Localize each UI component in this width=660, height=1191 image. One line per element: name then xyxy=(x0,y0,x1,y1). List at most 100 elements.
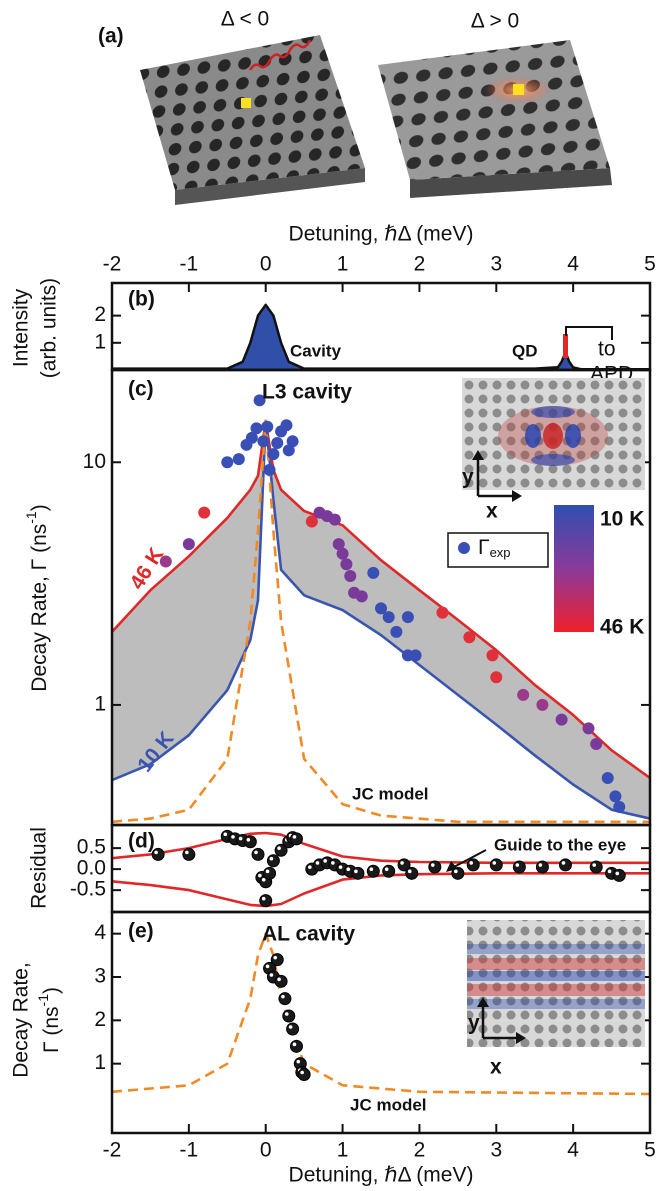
point xyxy=(466,858,480,872)
point-highlight xyxy=(284,1012,289,1016)
inset-axis-label: y xyxy=(468,1012,480,1035)
point-highlight xyxy=(315,861,320,865)
point xyxy=(328,513,341,526)
y-tick-label: 0.0 xyxy=(77,857,106,880)
plot-area xyxy=(112,394,650,824)
point-highlight xyxy=(261,896,266,901)
point xyxy=(266,854,280,868)
point-highlight xyxy=(269,856,274,861)
point-highlight xyxy=(265,869,270,874)
point xyxy=(182,847,196,861)
inset-arrowheads xyxy=(472,450,522,502)
point xyxy=(243,835,257,849)
slab xyxy=(140,35,365,190)
panel-label: (d) xyxy=(128,830,155,853)
point-highlight xyxy=(258,873,262,878)
point-highlight xyxy=(454,869,458,874)
point xyxy=(250,422,263,435)
point xyxy=(282,1009,296,1023)
point-highlight xyxy=(400,861,404,865)
y-tick-label: 10 xyxy=(83,450,106,473)
annotation: Cavity xyxy=(290,341,342,360)
inset-axes xyxy=(476,456,516,498)
point-highlight xyxy=(231,835,235,839)
point xyxy=(289,1039,303,1053)
y-tick-label: 2 xyxy=(94,303,106,326)
y-tick-label: 1 xyxy=(94,692,106,715)
point xyxy=(261,420,274,433)
y-axis-label-part: ) xyxy=(40,987,63,994)
panel-title: Δ > 0 xyxy=(471,10,519,33)
field-band xyxy=(467,944,645,954)
point-highlight xyxy=(331,861,335,865)
plot-area xyxy=(112,932,650,1096)
point-highlight xyxy=(346,867,351,872)
panel-label: (e) xyxy=(128,920,154,943)
point xyxy=(182,538,195,551)
x-tick-label: 2 xyxy=(414,253,426,276)
field-lobe xyxy=(525,424,541,448)
x-tick-label: 1 xyxy=(337,253,349,276)
point-highlight xyxy=(273,955,278,960)
point xyxy=(512,860,526,874)
legend-box xyxy=(447,532,549,568)
line xyxy=(112,932,650,1096)
chart-title: L3 cavity xyxy=(262,381,352,404)
y-tick-label: 4 xyxy=(94,921,106,944)
point-highlight xyxy=(185,850,189,855)
inset-axes xyxy=(481,1003,520,1040)
point-highlight xyxy=(269,973,274,977)
field-lobe xyxy=(543,423,563,449)
inset-axis-label: x xyxy=(486,500,498,523)
point xyxy=(367,566,380,579)
field-band xyxy=(467,984,645,996)
point xyxy=(278,992,292,1006)
point-highlight xyxy=(261,877,266,882)
y-tick-label: 1 xyxy=(94,1051,106,1074)
y-axis-label: Residual xyxy=(28,827,51,909)
point xyxy=(251,847,265,861)
point xyxy=(340,558,353,571)
line xyxy=(112,419,650,780)
point xyxy=(436,606,449,619)
legend-label: Γexp xyxy=(478,536,511,561)
point xyxy=(198,506,211,519)
point xyxy=(253,394,266,407)
point-highlight xyxy=(296,1059,301,1064)
point xyxy=(274,974,288,988)
point xyxy=(351,866,365,880)
y-axis-label: Γ (ns-1) xyxy=(35,987,63,1053)
point xyxy=(344,569,357,582)
y-tick-label: 2 xyxy=(94,1008,106,1031)
line xyxy=(112,872,650,908)
x-tick-label: -2 xyxy=(103,253,122,276)
arrow xyxy=(451,849,487,869)
point-highlight xyxy=(492,861,497,865)
legend-label-part: Γ xyxy=(478,536,490,559)
x-tick-label: 2 xyxy=(414,1139,426,1162)
x-tick-label: -1 xyxy=(180,1139,199,1162)
legend-marker xyxy=(458,542,470,554)
y-axis-label-part: Γ (ns xyxy=(40,1006,63,1053)
panel-label: (a) xyxy=(98,25,124,48)
point xyxy=(536,698,549,711)
y-axis-label-part: Decay Rate, Γ (ns xyxy=(28,524,51,692)
x-axis-label: Detuning, ℏΔ (meV) xyxy=(289,223,474,246)
point-highlight xyxy=(338,865,343,869)
point xyxy=(405,866,419,880)
x-tick-label: -2 xyxy=(103,1139,122,1162)
chart-title: AL cavity xyxy=(262,923,355,946)
point xyxy=(390,625,403,638)
y-axis-label: Decay Rate, Γ (ns-1) xyxy=(23,504,51,691)
annotation: Guide to the eye xyxy=(494,835,626,854)
point xyxy=(582,722,595,735)
quantum-dot xyxy=(513,84,524,95)
panel-label: (b) xyxy=(128,288,155,311)
point-highlight xyxy=(384,867,389,872)
inset: y x xyxy=(462,378,645,523)
panel-label: (c) xyxy=(128,378,154,401)
y-axis-label-part: -1 xyxy=(23,511,39,524)
y-tick-label: 1 xyxy=(94,330,106,353)
y-tick-label: 3 xyxy=(94,965,106,988)
annotation: QD xyxy=(512,341,538,360)
